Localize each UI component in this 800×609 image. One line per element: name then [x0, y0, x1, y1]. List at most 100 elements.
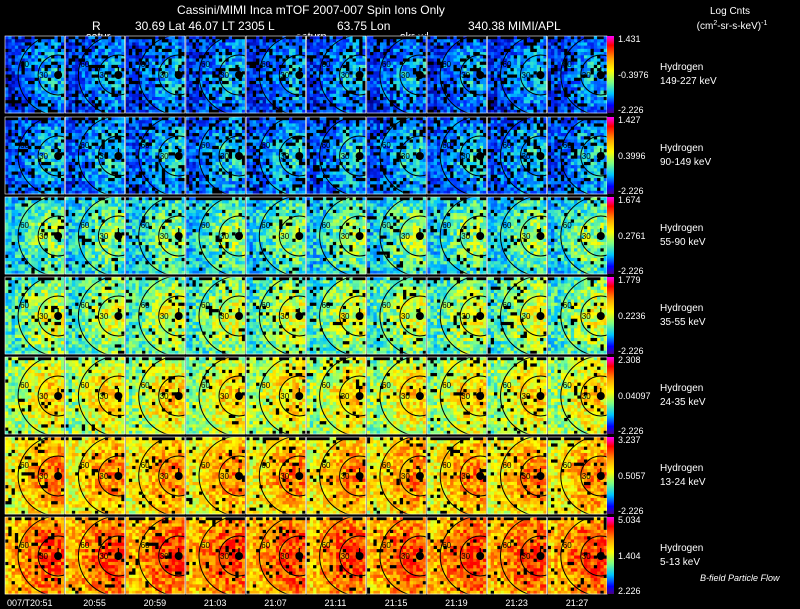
- heatmap-cell: [540, 45, 544, 50]
- heatmap-cell: [185, 45, 190, 50]
- heatmap-cell: [235, 39, 239, 43]
- heatmap-cell: [175, 93, 179, 98]
- heatmap-cell: [88, 52, 92, 56]
- heatmap-cell: [171, 42, 176, 46]
- heatmap-cell: [306, 77, 311, 82]
- heatmap-cell: [603, 64, 608, 69]
- heatmap-cell: [500, 58, 505, 62]
- heatmap-cell: [71, 96, 76, 101]
- heatmap-cell: [185, 93, 190, 98]
- heatmap-cell: [44, 133, 49, 137]
- heatmap-cell: [111, 117, 116, 121]
- heatmap-cell: [406, 87, 410, 91]
- heatmap-cell: [142, 71, 146, 75]
- heatmap-cell: [593, 52, 598, 56]
- heatmap-cell: [246, 84, 250, 88]
- heatmap-cell: [114, 109, 119, 114]
- heatmap-cell: [583, 93, 588, 98]
- heatmap-cell: [222, 61, 226, 66]
- heatmap-cell: [416, 109, 420, 114]
- heatmap-cell: [21, 152, 26, 156]
- heatmap-cell: [175, 109, 179, 114]
- heatmap-cell: [71, 71, 76, 75]
- heatmap-cell: [583, 71, 588, 75]
- heatmap-cell: [28, 190, 32, 195]
- heatmap-cell: [101, 84, 106, 88]
- heatmap-cell: [208, 90, 213, 95]
- heatmap-cell: [557, 96, 562, 101]
- heatmap-cell: [241, 71, 246, 75]
- heatmap-cell: [550, 87, 555, 91]
- heatmap-cell: [37, 187, 42, 192]
- heatmap-cell: [510, 71, 515, 75]
- heatmap-cell: [151, 71, 156, 75]
- heatmap-cell: [412, 100, 417, 104]
- heatmap-cell: [316, 55, 320, 59]
- heatmap-cell: [145, 106, 149, 111]
- heatmap-cell: [68, 106, 73, 111]
- heatmap-cell: [322, 103, 327, 107]
- heatmap-cell: [28, 165, 32, 169]
- heatmap-cell: [517, 74, 521, 79]
- heatmap-cell: [24, 74, 29, 79]
- heatmap-cell: [547, 48, 552, 53]
- heatmap-cell: [238, 96, 243, 101]
- heatmap-cell: [564, 61, 568, 66]
- heatmap-cell: [61, 145, 65, 150]
- ring-label-60: 60: [382, 60, 391, 69]
- heatmap-cell: [21, 126, 26, 131]
- heatmap-cell: [313, 42, 317, 46]
- heatmap-cell: [5, 55, 9, 59]
- heatmap-cell: [580, 58, 585, 62]
- heatmap-cell: [564, 64, 568, 69]
- heatmap-cell: [574, 71, 578, 75]
- heatmap-cell: [336, 80, 340, 85]
- heatmap-cell: [47, 139, 52, 143]
- heatmap-cell: [554, 58, 558, 62]
- heatmap-cell: [21, 120, 26, 124]
- heatmap-cell: [175, 77, 179, 82]
- heatmap-cell: [298, 80, 303, 85]
- heatmap-cell: [228, 106, 233, 111]
- heatmap-cell: [61, 87, 65, 91]
- heatmap-cell: [51, 158, 55, 163]
- heatmap-cell: [520, 36, 524, 40]
- heatmap-cell: [8, 87, 12, 91]
- heatmap-cell: [168, 77, 173, 82]
- heatmap-cell: [507, 45, 511, 50]
- heatmap-cell: [161, 58, 166, 62]
- heatmap-cell: [14, 106, 19, 111]
- heatmap-cell: [513, 80, 518, 85]
- heatmap-cell: [446, 90, 451, 95]
- heatmap-cell: [577, 45, 581, 50]
- heatmap-cell: [85, 55, 89, 59]
- heatmap-cell: [292, 74, 296, 79]
- heatmap-cell: [205, 90, 210, 95]
- heatmap-cell: [249, 71, 254, 75]
- heatmap-cell: [252, 109, 257, 114]
- heatmap-cell: [24, 58, 29, 62]
- heatmap-cell: [5, 187, 9, 192]
- heatmap-cell: [71, 90, 76, 95]
- chart-title: Cassini/MIMI Inca mTOF 2007-007 Spin Ion…: [177, 3, 445, 17]
- heatmap-cell: [272, 58, 277, 62]
- heatmap-cell: [132, 74, 136, 79]
- heatmap-cell: [111, 71, 116, 75]
- heatmap-cell: [37, 171, 42, 176]
- heatmap-cell: [306, 64, 311, 69]
- heatmap-cell: [383, 96, 387, 101]
- heatmap-cell: [75, 55, 79, 59]
- heatmap-cell: [295, 39, 300, 43]
- heatmap-cell: [61, 109, 65, 114]
- heatmap-cell: [469, 45, 474, 50]
- heatmap-cell: [352, 87, 357, 91]
- heatmap-cell: [31, 87, 35, 91]
- heatmap-cell: [399, 106, 404, 111]
- heatmap-cell: [171, 77, 176, 82]
- heatmap-cell: [57, 126, 62, 131]
- heatmap-cell: [135, 45, 140, 50]
- heatmap-cell: [54, 58, 59, 62]
- heatmap-cell: [21, 45, 26, 50]
